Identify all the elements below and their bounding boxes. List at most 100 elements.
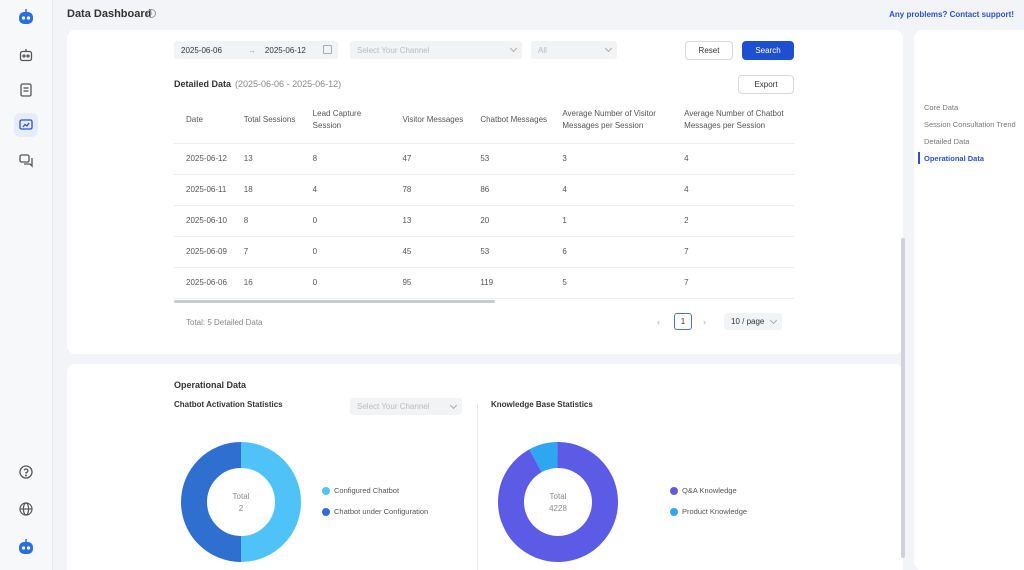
table-cell: 2025-06-12 — [174, 143, 232, 175]
activation-channel-placeholder: Select Your Channel — [357, 402, 430, 411]
date-end: 2025-06-12 — [264, 45, 306, 55]
toc-item-operational-data[interactable]: Operational Data — [924, 154, 985, 163]
support-link[interactable]: Any problems? Contact support! — [889, 10, 1014, 19]
table-cell: 1 — [550, 205, 673, 237]
next-page-icon[interactable]: › — [703, 317, 706, 327]
table-cell: 0 — [300, 205, 391, 237]
table-row[interactable]: 2025-06-12 13 8 47 53 3 4 — [174, 143, 794, 175]
donut-slice-0[interactable] — [529, 442, 559, 473]
left-rail — [0, 0, 53, 570]
vertical-scrollbar[interactable] — [901, 238, 905, 558]
donut-slice-0[interactable] — [240, 442, 301, 562]
legend-qa-knowledge: Q&A Knowledge — [670, 486, 737, 495]
table-cell: 8 — [231, 205, 301, 237]
avatar-bot-icon[interactable] — [14, 535, 38, 559]
horizontal-scrollbar[interactable] — [174, 300, 495, 303]
detailed-data-title: Detailed Data — [174, 79, 232, 89]
export-button[interactable]: Export — [738, 75, 794, 94]
table-cell: 53 — [468, 143, 551, 175]
table-cell: 53 — [468, 236, 551, 268]
top-bar: Data Dashboard i Any problems? Contact s… — [53, 0, 1024, 30]
table-cell: 47 — [390, 143, 469, 175]
data-table: Date Total Sessions Lead Capture Session Vi… — [174, 98, 794, 299]
operational-data-card: Operational Data Chatbot Activation Stat… — [67, 364, 903, 570]
donut-slice-1[interactable] — [498, 442, 618, 562]
table-cell: 18 — [231, 174, 301, 206]
table-cell: 16 — [231, 267, 301, 299]
help-icon[interactable] — [14, 460, 38, 484]
activation-total-label: Total — [232, 492, 250, 501]
legend-under-configuration: Chatbot under Configuration — [322, 507, 428, 516]
table-cell: 45 — [390, 236, 469, 268]
table-cell: 20 — [468, 205, 551, 237]
prev-page-icon[interactable]: ‹ — [657, 317, 660, 327]
table-cell: 7 — [231, 236, 301, 268]
operational-data-title: Operational Data — [174, 380, 247, 390]
scope-select[interactable]: All — [531, 41, 617, 59]
detailed-data-range: (2025-06-06 - 2025-06-12) — [235, 79, 342, 89]
chat-icon[interactable] — [14, 148, 38, 172]
table-cell: 8 — [300, 143, 391, 175]
page-size-value: 10 / page — [731, 317, 765, 326]
channel-select[interactable]: Select Your Channel — [350, 41, 522, 59]
detailed-data-card: 2025-06-06 → 2025-06-12 Select Your Chan… — [67, 30, 903, 354]
total-count: Total: 5 Detailed Data — [186, 318, 263, 327]
knowledge-donut-chart — [498, 442, 618, 562]
table-row[interactable]: 2025-06-09 7 0 45 53 6 7 — [174, 236, 794, 268]
activation-donut-chart — [181, 442, 301, 562]
table-cell: 4 — [672, 143, 794, 175]
activation-channel-select[interactable]: Select Your Channel — [350, 398, 462, 415]
legend-label: Chatbot under Configuration — [334, 507, 429, 516]
table-cell: 2025-06-10 — [174, 205, 232, 237]
table-row[interactable]: 2025-06-10 8 0 13 20 1 2 — [174, 205, 794, 237]
table-cell: 2025-06-09 — [174, 236, 232, 268]
table-cell: 2 — [672, 205, 794, 237]
activation-total: Total 2 — [201, 491, 281, 515]
dashboard-icon[interactable] — [14, 113, 38, 137]
legend-dot — [322, 486, 330, 495]
column-header: Chatbot Messages — [468, 98, 551, 144]
detailed-data-heading: Detailed Data (2025-06-06 - 2025-06-12) — [174, 79, 341, 89]
table-of-contents: Core Data Session Consultation Trend Det… — [914, 30, 1024, 570]
table-cell: 2025-06-11 — [174, 174, 232, 206]
table-cell: 4 — [672, 174, 794, 206]
globe-icon[interactable] — [14, 497, 38, 521]
table-cell: 13 — [390, 205, 469, 237]
toc-item-core-data[interactable]: Core Data — [924, 103, 959, 112]
donut-slice-1[interactable] — [181, 442, 242, 562]
info-icon[interactable]: i — [147, 9, 156, 18]
legend-dot — [322, 507, 330, 516]
table-cell: 7 — [672, 236, 794, 268]
column-header: Total Sessions — [231, 98, 301, 144]
table-cell: 3 — [550, 143, 673, 175]
reset-button[interactable]: Reset — [685, 41, 733, 60]
table-row[interactable]: 2025-06-11 18 4 78 86 4 4 — [174, 174, 794, 206]
table-cell: 86 — [468, 174, 551, 206]
page-size-select[interactable]: 10 / page — [724, 313, 782, 330]
page-number-button[interactable]: 1 — [674, 313, 692, 330]
toc-item-detailed-data[interactable]: Detailed Data — [924, 137, 970, 146]
channel-select-placeholder: Select Your Channel — [357, 45, 430, 55]
scope-select-value: All — [538, 45, 547, 55]
search-button[interactable]: Search — [742, 41, 794, 60]
arrow-right-icon: → — [247, 45, 256, 55]
table-header-row: Date Total Sessions Lead Capture Session Vi… — [174, 98, 794, 144]
bot-logo-icon[interactable] — [14, 5, 38, 29]
legend-label: Product Knowledge — [682, 507, 748, 516]
activation-total-value: 2 — [238, 504, 244, 513]
legend-product-knowledge: Product Knowledge — [670, 507, 747, 516]
table-cell: 95 — [390, 267, 469, 299]
toc-item-session-trend[interactable]: Session Consultation Trend — [924, 120, 1016, 129]
legend-label: Configured Chatbot — [334, 486, 400, 495]
date-range-picker[interactable]: 2025-06-06 → 2025-06-12 — [174, 41, 338, 59]
table-row[interactable]: 2025-06-06 16 0 95 119 5 7 — [174, 267, 794, 299]
table-cell: 0 — [300, 267, 391, 299]
table-cell: 2025-06-06 — [174, 267, 232, 299]
robot-icon[interactable] — [14, 43, 38, 67]
chevron-down-icon — [604, 44, 613, 53]
table-cell: 78 — [390, 174, 469, 206]
table-cell: 5 — [550, 267, 673, 299]
table-cell: 4 — [550, 174, 673, 206]
document-icon[interactable] — [14, 78, 38, 102]
column-header: Lead Capture Session — [300, 98, 391, 144]
